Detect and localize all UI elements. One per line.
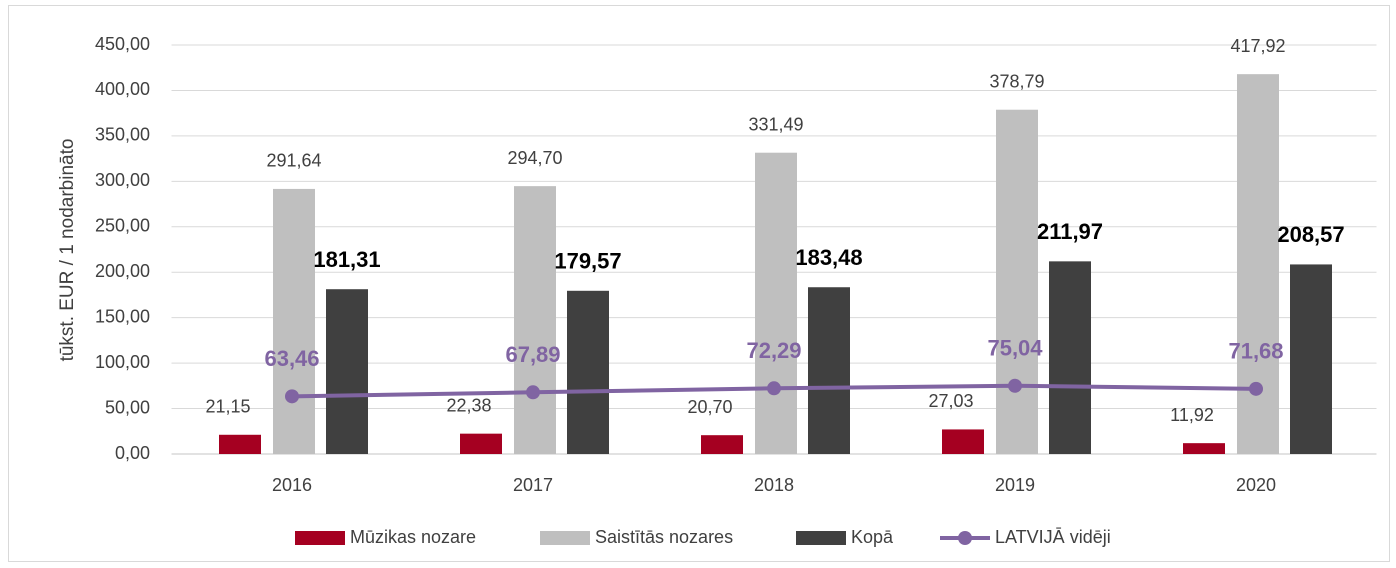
- bar: [460, 433, 502, 454]
- x-tick-label: 2018: [754, 475, 794, 495]
- legend-label: LATVIJĀ vidēji: [995, 527, 1111, 547]
- data-label: 20,70: [687, 397, 732, 417]
- legend-label: Saistītās nozares: [595, 527, 733, 547]
- data-label: 22,38: [446, 395, 491, 415]
- data-label: 417,92: [1230, 36, 1285, 56]
- bar: [808, 287, 850, 454]
- data-label: 63,46: [264, 346, 319, 371]
- y-tick-label: 200,00: [95, 261, 150, 281]
- line-marker: [526, 385, 540, 400]
- data-label: 27,03: [928, 391, 973, 411]
- y-tick-label: 50,00: [105, 397, 150, 417]
- bar: [1290, 264, 1332, 454]
- y-tick-label: 350,00: [95, 125, 150, 145]
- bar: [219, 434, 261, 454]
- data-label: 75,04: [987, 336, 1043, 361]
- bar: [273, 188, 315, 454]
- data-label: 331,49: [748, 114, 803, 134]
- legend-marker: [958, 531, 972, 545]
- y-tick-label: 150,00: [95, 306, 150, 326]
- bar: [326, 289, 368, 454]
- bar: [701, 435, 743, 454]
- data-label: 291,64: [266, 151, 321, 171]
- data-label: 294,70: [507, 148, 562, 168]
- bar: [755, 152, 797, 455]
- data-label: 21,15: [205, 397, 250, 417]
- y-tick-label: 100,00: [95, 352, 150, 372]
- line-marker: [767, 381, 781, 396]
- line-marker: [1249, 381, 1263, 396]
- data-label: 183,48: [795, 245, 862, 270]
- data-label: 71,68: [1228, 339, 1283, 364]
- data-label: 211,97: [1037, 219, 1103, 244]
- bar: [996, 109, 1038, 454]
- legend-label: Kopā: [851, 527, 894, 547]
- legend-label: Mūzikas nozare: [350, 527, 476, 547]
- x-tick-label: 2017: [513, 475, 553, 495]
- bar: [1049, 261, 1091, 454]
- x-tick-label: 2020: [1236, 475, 1276, 495]
- legend-swatch: [796, 531, 846, 545]
- x-tick-label: 2016: [272, 475, 312, 495]
- data-label: 181,31: [313, 247, 380, 272]
- y-tick-label: 0,00: [115, 443, 150, 463]
- data-label: 179,57: [554, 249, 621, 274]
- bar: [567, 290, 609, 454]
- legend-swatch: [540, 531, 590, 545]
- bar: [1237, 74, 1279, 454]
- y-tick-label: 450,00: [95, 34, 150, 54]
- y-tick-label: 250,00: [95, 216, 150, 236]
- line-marker: [285, 389, 299, 404]
- y-axis-title: tūkst. EUR / 1 nodarbināto: [57, 139, 78, 362]
- bar: [1183, 443, 1225, 454]
- x-tick-label: 2019: [995, 475, 1035, 495]
- bar: [514, 186, 556, 454]
- data-label: 378,79: [989, 71, 1044, 91]
- data-label: 11,92: [1170, 405, 1214, 425]
- legend-swatch: [295, 531, 345, 545]
- bar: [942, 429, 984, 454]
- data-label: 208,57: [1277, 222, 1344, 247]
- y-tick-label: 300,00: [95, 170, 150, 190]
- chart-border: [8, 5, 1390, 562]
- data-label: 72,29: [746, 338, 801, 363]
- y-tick-label: 400,00: [95, 79, 150, 99]
- line-marker: [1008, 378, 1022, 393]
- data-label: 67,89: [505, 342, 560, 367]
